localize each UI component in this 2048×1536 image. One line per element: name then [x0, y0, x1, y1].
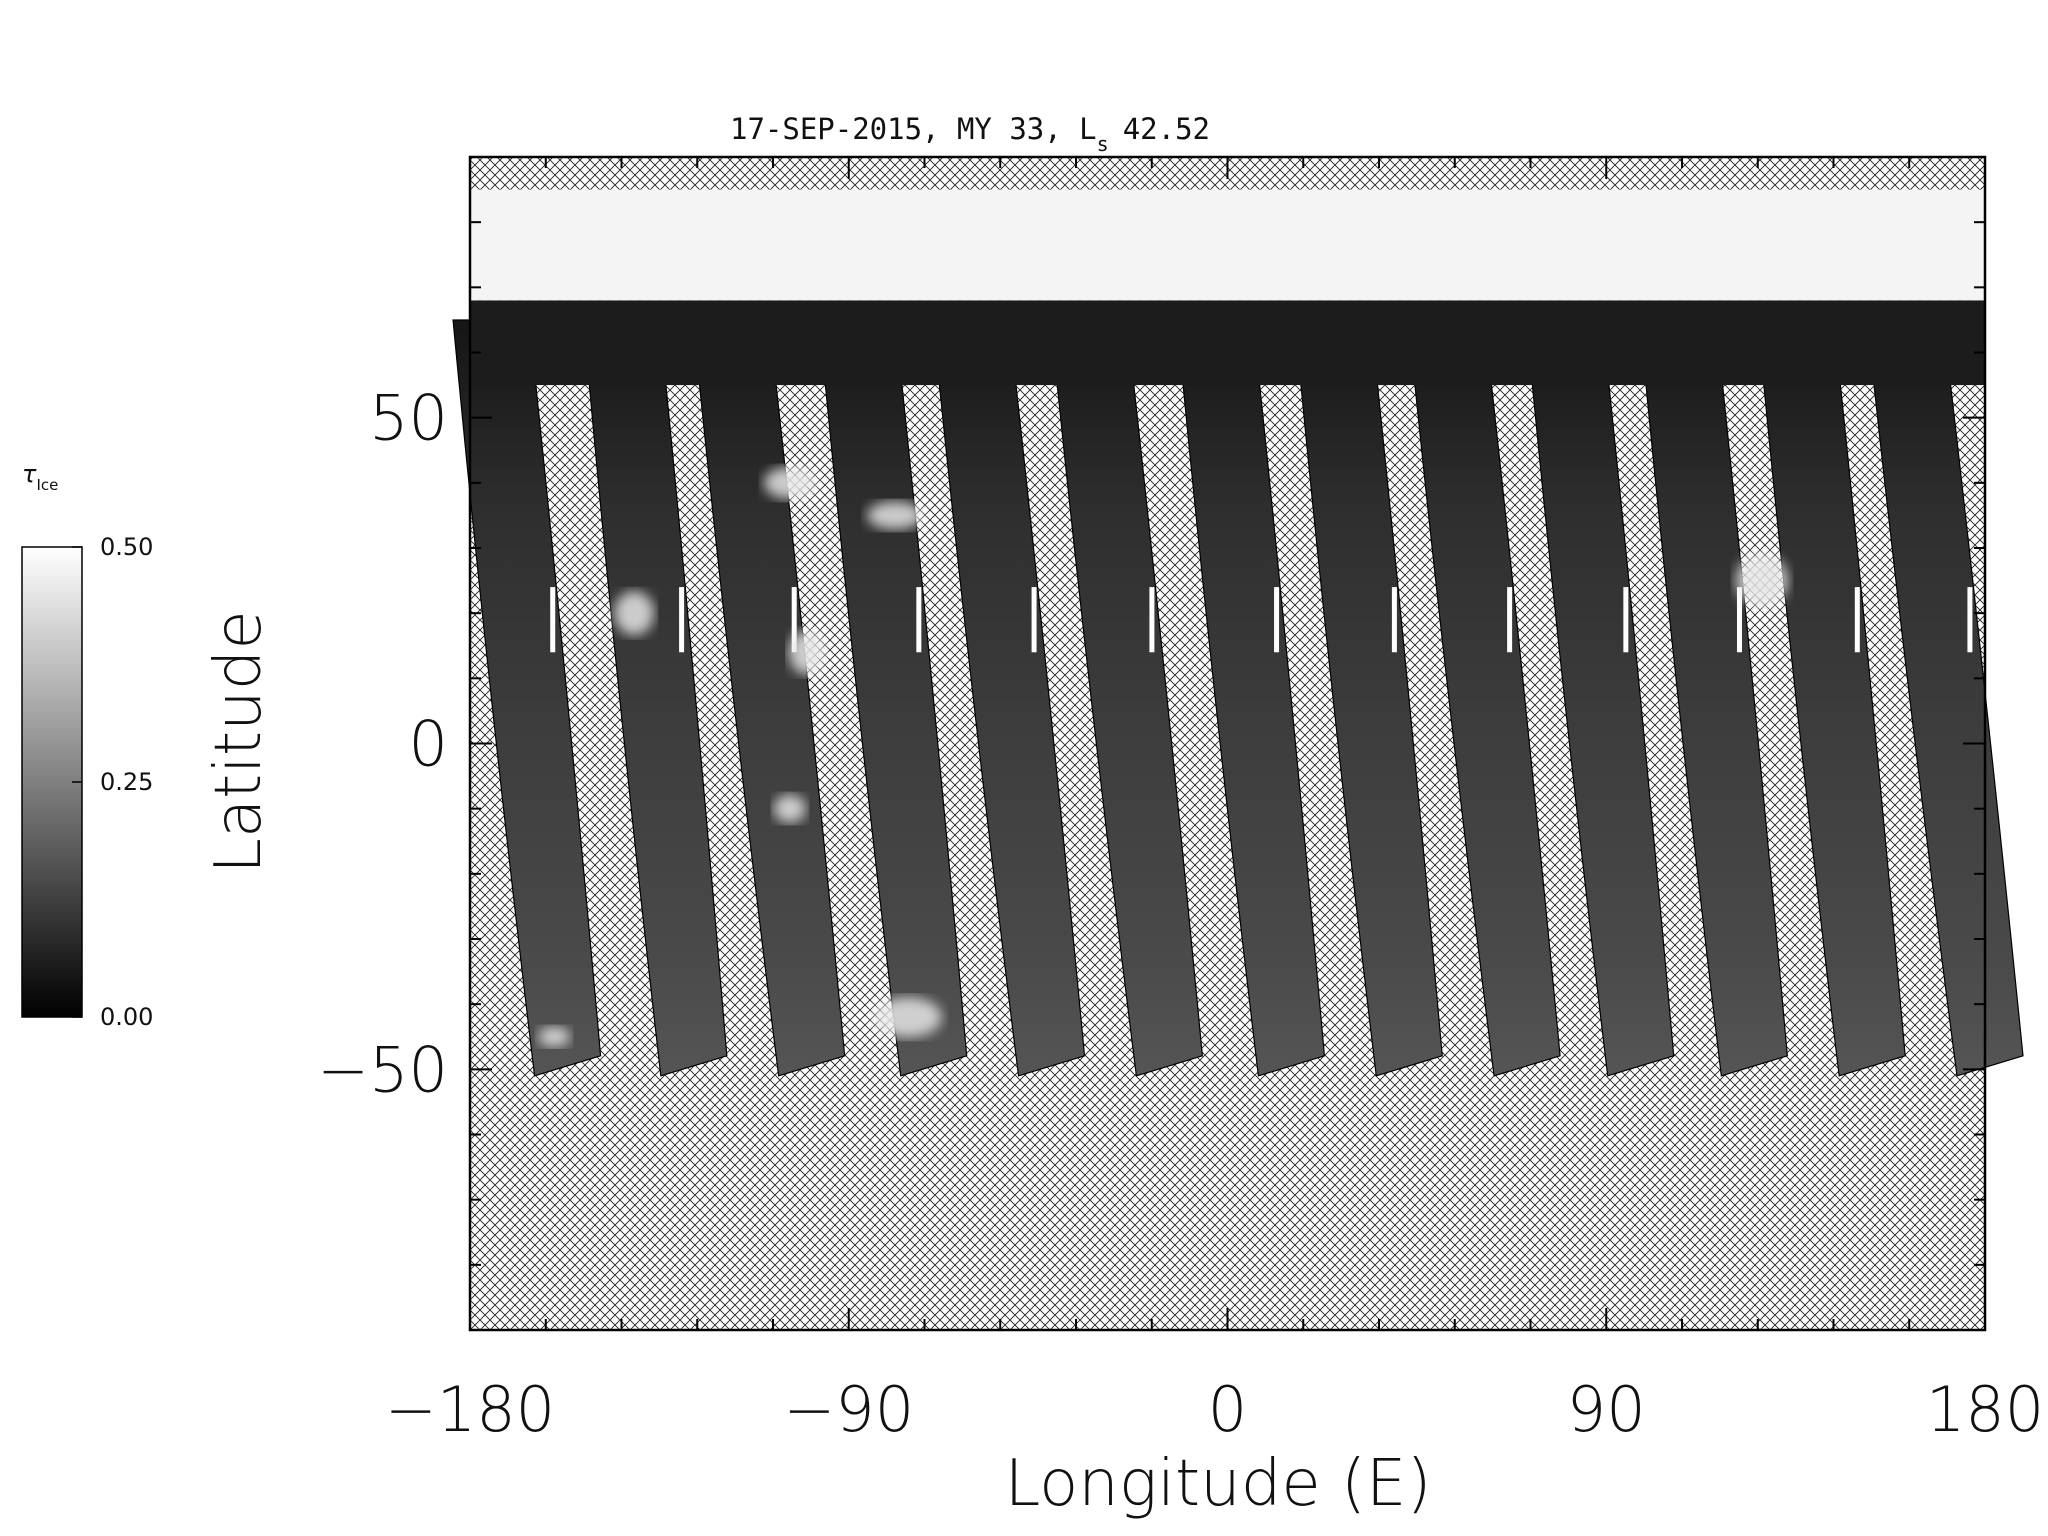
y-tick-label: 50: [369, 382, 448, 455]
swath-3: [692, 319, 846, 1077]
x-tick-labels: −180 −90 0 90 180: [385, 1373, 2044, 1446]
swath-gap-4: [916, 587, 922, 653]
x-axis-label: Longitude (E): [1005, 1447, 1432, 1521]
swath-gap-2: [679, 587, 685, 653]
title-main: 17-SEP-2015, MY 33, L: [730, 112, 1097, 146]
swath-10: [1525, 319, 1675, 1077]
title-subscript: s: [1097, 132, 1109, 156]
swath-gap-1: [550, 587, 556, 653]
north-dark-band: [470, 300, 1985, 386]
axis-ticks: [469, 156, 1986, 1331]
swath-9: [1407, 319, 1561, 1077]
swath-12: [1756, 319, 1906, 1077]
x-tick-label: 90: [1567, 1373, 1646, 1446]
x-tick-label: −180: [385, 1373, 555, 1446]
swath-gap-6: [1149, 587, 1155, 653]
colorbar-label-symbol: τ: [22, 460, 37, 488]
y-tick-label: −50: [317, 1033, 448, 1106]
y-axis-label: Latitude: [202, 610, 276, 873]
colorbar-label-subscript: Ice: [36, 476, 58, 494]
swath-gap-3: [791, 587, 797, 653]
bright-cloud-7: [1735, 554, 1788, 607]
swath-gap-11: [1736, 587, 1742, 653]
plot-area: [452, 155, 2024, 1332]
bright-cloud-6: [773, 794, 806, 823]
swath-gap-7: [1274, 587, 1280, 653]
colorbar-label: τIce: [22, 460, 58, 494]
colorbar: τIce 0.00 0.25 0.50: [21, 460, 153, 1031]
swath-gap-12: [1854, 587, 1860, 653]
colorbar-tick-label: 0.25: [100, 768, 153, 796]
bright-cloud-5: [873, 997, 942, 1038]
cloud-features: [538, 466, 1788, 1047]
x-tick-label: 0: [1208, 1373, 1247, 1446]
swath-gap-8: [1391, 587, 1397, 653]
colorbar-ticks: 0.00 0.25 0.50: [72, 533, 153, 1031]
swath-5: [932, 319, 1086, 1077]
chart-title: 17-SEP-2015, MY 33, Ls 42.52: [730, 112, 1210, 156]
swath-6: [1049, 319, 1204, 1077]
bright-cloud-3: [788, 630, 825, 675]
swath-2: [582, 319, 728, 1077]
y-tick-labels: −50 0 50: [317, 382, 448, 1107]
swath-gap-5: [1031, 587, 1037, 653]
bright-cloud-4: [867, 501, 924, 530]
swath-gap-10: [1623, 587, 1629, 653]
swath-8: [1294, 319, 1443, 1077]
bright-cloud-1: [614, 591, 655, 636]
swath-4: [818, 319, 968, 1077]
bright-cloud-8: [538, 1026, 571, 1047]
colorbar-tick-label: 0.00: [100, 1003, 153, 1031]
x-tick-label: −90: [783, 1373, 914, 1446]
swath-1: [452, 319, 602, 1077]
polar-cap-band: [470, 189, 1985, 301]
title-value: 42.52: [1123, 112, 1210, 146]
swath-gap-9: [1507, 587, 1513, 653]
colorbar-tick-label: 0.50: [100, 533, 153, 561]
y-tick-label: 0: [409, 708, 448, 781]
x-tick-label: 180: [1926, 1373, 2044, 1446]
swath-gap-13: [1967, 587, 1973, 653]
observation-swaths: [452, 300, 2024, 1077]
swath-7: [1176, 319, 1326, 1077]
bright-cloud-2: [763, 466, 816, 499]
swath-11: [1639, 319, 1788, 1077]
